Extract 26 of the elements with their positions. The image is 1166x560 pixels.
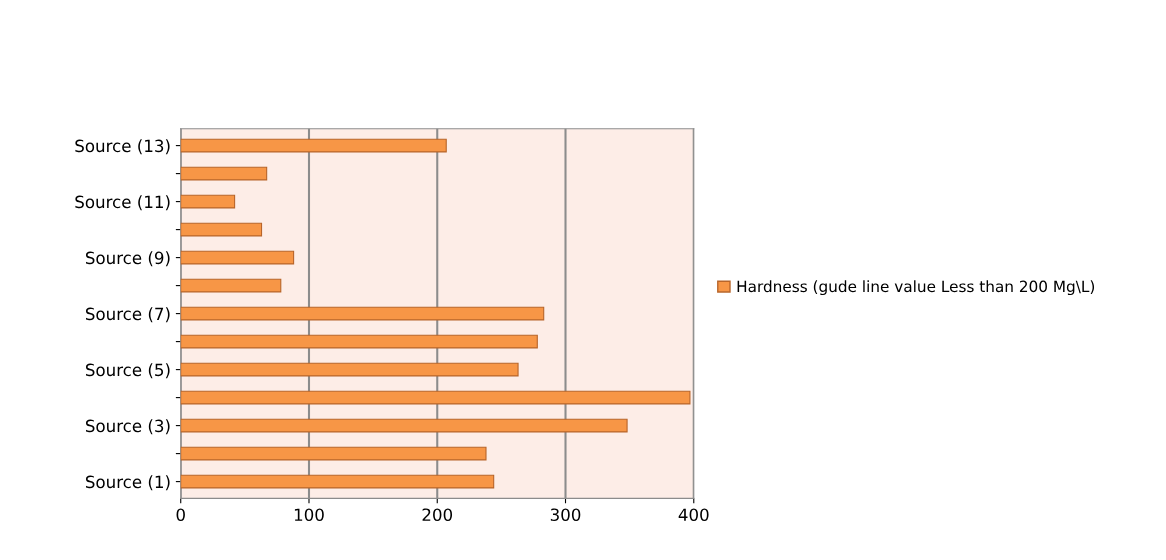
y-tick-label: Source (13) — [75, 139, 170, 155]
bar — [180, 194, 236, 209]
y-tick-label: Source (1) — [85, 475, 170, 491]
bar — [180, 390, 691, 405]
bar — [180, 418, 628, 433]
y-tick-label: Source (3) — [85, 419, 170, 435]
bar — [180, 306, 545, 321]
y-tick-label: Source (9) — [85, 251, 170, 267]
x-tick-label: 300 — [550, 508, 581, 522]
x-tick-label: 200 — [422, 508, 453, 522]
bar — [180, 474, 495, 489]
x-tick-label: 100 — [294, 508, 324, 522]
x-tick-label: 0 — [176, 508, 185, 522]
bar — [180, 166, 268, 181]
y-tick-label: Source (11) — [75, 195, 170, 211]
bar — [180, 362, 519, 377]
bar — [180, 250, 295, 265]
y-tick-label: Source (5) — [85, 363, 170, 379]
bar — [180, 446, 487, 461]
legend-label: Hardness (gude line value Less than 200 Mg\L) — [737, 280, 1095, 296]
bar — [180, 222, 263, 237]
bar — [180, 278, 282, 293]
bar — [180, 138, 447, 153]
bar — [180, 334, 538, 349]
x-tick-label: 400 — [678, 508, 709, 522]
y-tick-label: Source (7) — [85, 307, 170, 323]
